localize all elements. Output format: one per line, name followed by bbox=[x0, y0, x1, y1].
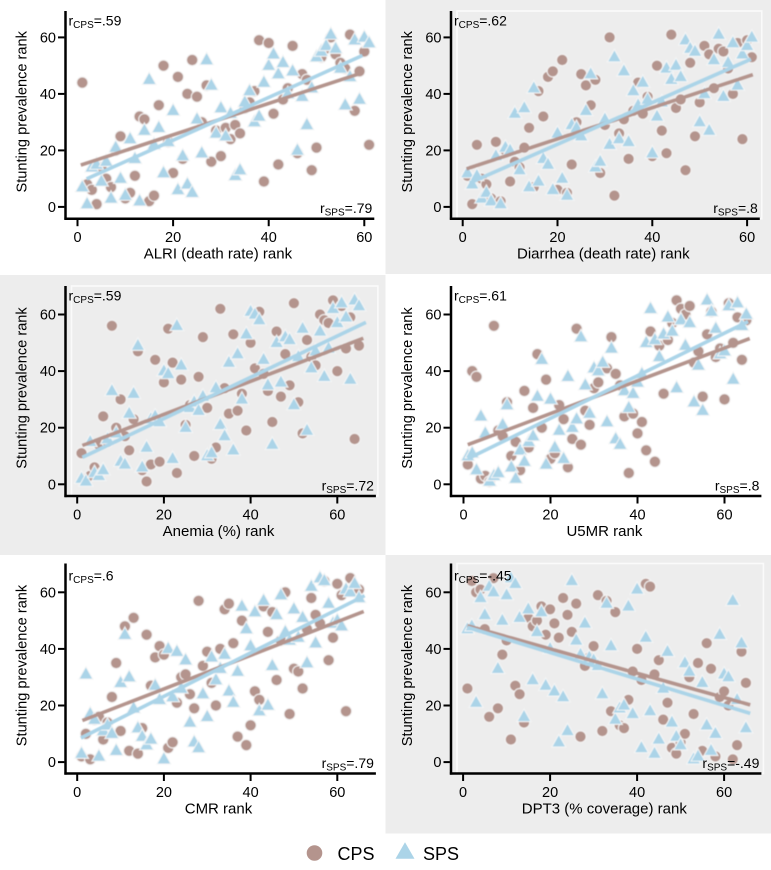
svg-text:Stunting prevalence rank: Stunting prevalence rank bbox=[15, 307, 31, 469]
svg-text:U5MR rank: U5MR rank bbox=[566, 523, 642, 540]
svg-text:60: 60 bbox=[425, 585, 441, 601]
svg-text:Stunting prevalence rank: Stunting prevalence rank bbox=[15, 30, 31, 192]
svg-text:DPT3 (% coverage) rank: DPT3 (% coverage) rank bbox=[522, 801, 688, 818]
svg-text:60: 60 bbox=[425, 308, 441, 324]
svg-text:0: 0 bbox=[433, 200, 441, 216]
svg-text:60: 60 bbox=[40, 30, 56, 46]
svg-text:20: 20 bbox=[549, 230, 565, 246]
svg-text:40: 40 bbox=[40, 87, 56, 103]
svg-text:20: 20 bbox=[425, 421, 441, 437]
svg-text:Stunting prevalence rank: Stunting prevalence rank bbox=[400, 584, 416, 746]
svg-text:20: 20 bbox=[40, 421, 56, 437]
svg-text:20: 20 bbox=[40, 143, 56, 159]
svg-text:20: 20 bbox=[156, 785, 172, 801]
svg-text:40: 40 bbox=[629, 508, 645, 524]
svg-text:Anemia (%) rank: Anemia (%) rank bbox=[163, 523, 275, 540]
svg-text:40: 40 bbox=[40, 364, 56, 380]
svg-text:20: 20 bbox=[425, 143, 441, 159]
svg-text:60: 60 bbox=[425, 30, 441, 46]
svg-text:20: 20 bbox=[40, 699, 56, 715]
svg-text:0: 0 bbox=[48, 477, 56, 493]
svg-text:40: 40 bbox=[425, 87, 441, 103]
svg-text:0: 0 bbox=[433, 477, 441, 493]
svg-text:0: 0 bbox=[433, 755, 441, 771]
svg-text:Stunting prevalence rank: Stunting prevalence rank bbox=[15, 584, 31, 746]
svg-text:0: 0 bbox=[73, 785, 81, 801]
svg-text:40: 40 bbox=[425, 364, 441, 380]
svg-text:60: 60 bbox=[40, 585, 56, 601]
svg-text:0: 0 bbox=[73, 230, 81, 246]
svg-text:Stunting prevalence rank: Stunting prevalence rank bbox=[400, 30, 416, 192]
svg-text:60: 60 bbox=[356, 230, 372, 246]
svg-text:20: 20 bbox=[542, 785, 558, 801]
svg-text:40: 40 bbox=[629, 785, 645, 801]
svg-text:40: 40 bbox=[40, 642, 56, 658]
svg-text:ALRI (death rate) rank: ALRI (death rate) rank bbox=[144, 246, 293, 263]
svg-text:40: 40 bbox=[243, 508, 259, 524]
svg-text:40: 40 bbox=[243, 785, 259, 801]
svg-text:CMR rank: CMR rank bbox=[185, 801, 253, 818]
svg-text:40: 40 bbox=[425, 642, 441, 658]
svg-text:Stunting prevalence rank: Stunting prevalence rank bbox=[400, 307, 416, 469]
svg-text:40: 40 bbox=[644, 230, 660, 246]
svg-text:60: 60 bbox=[739, 230, 755, 246]
svg-text:20: 20 bbox=[425, 699, 441, 715]
svg-text:20: 20 bbox=[542, 508, 558, 524]
svg-text:0: 0 bbox=[48, 755, 56, 771]
svg-text:60: 60 bbox=[329, 508, 345, 524]
svg-text:60: 60 bbox=[716, 785, 732, 801]
svg-text:0: 0 bbox=[459, 230, 467, 246]
svg-text:0: 0 bbox=[73, 508, 81, 524]
svg-text:0: 0 bbox=[459, 785, 467, 801]
svg-text:SPS: SPS bbox=[423, 844, 459, 864]
svg-text:60: 60 bbox=[716, 508, 732, 524]
svg-text:60: 60 bbox=[40, 308, 56, 324]
svg-text:CPS: CPS bbox=[338, 844, 375, 864]
svg-text:0: 0 bbox=[459, 508, 467, 524]
svg-text:40: 40 bbox=[261, 230, 277, 246]
svg-text:20: 20 bbox=[156, 508, 172, 524]
svg-text:Diarrhea (death rate) rank: Diarrhea (death rate) rank bbox=[517, 246, 690, 263]
svg-text:20: 20 bbox=[165, 230, 181, 246]
svg-text:0: 0 bbox=[48, 200, 56, 216]
svg-text:60: 60 bbox=[329, 785, 345, 801]
